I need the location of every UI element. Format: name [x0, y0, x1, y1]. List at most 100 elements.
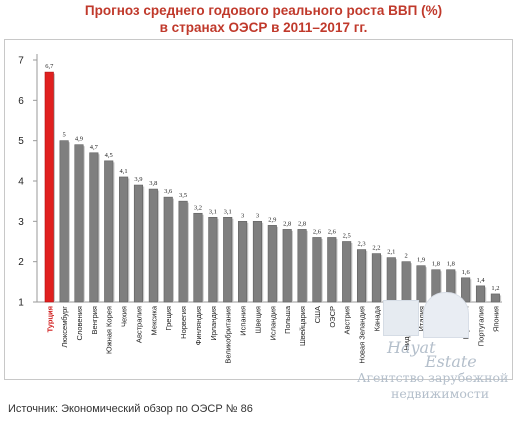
y-tick-label: 7 — [18, 56, 24, 67]
bar-value-label: 2,5 — [343, 233, 351, 240]
bar-value-label: 1,6 — [462, 269, 471, 276]
bar-value-label: 3,1 — [209, 208, 217, 215]
x-category-label: США — [313, 306, 322, 323]
bar-value-label: 2,9 — [268, 216, 276, 223]
bar — [119, 176, 129, 303]
x-category-label: Словения — [75, 306, 84, 341]
bar-value-label: 3,8 — [149, 180, 157, 187]
y-tick-label: 1 — [18, 298, 24, 309]
bar-highlight — [44, 71, 54, 303]
bar-value-label: 3,2 — [194, 204, 202, 211]
bar — [327, 237, 337, 303]
y-tick-label: 3 — [18, 217, 24, 228]
bar-value-label: 2,1 — [387, 249, 395, 256]
chart-title-line-2: в странах ОЭСР в 2011–2017 гг. — [159, 20, 368, 35]
bar — [282, 229, 292, 303]
bar-value-label: 2 — [405, 253, 408, 260]
y-tick-label: 6 — [18, 96, 24, 107]
bar-value-label: 4,5 — [105, 152, 113, 159]
bar — [238, 221, 248, 303]
bar-value-label: 4,9 — [75, 136, 83, 143]
x-category-label: Япония — [491, 306, 500, 332]
x-category-label: Турция — [45, 306, 54, 333]
y-tick-label: 5 — [18, 136, 24, 147]
bar — [475, 285, 486, 303]
bar-value-label: 2,8 — [298, 220, 306, 227]
bar-value-label: 1,2 — [491, 285, 499, 292]
source-note: Источник: Экономический обзор по ОЭСР № … — [8, 403, 253, 415]
chart-title-line-1: Прогноз среднего годового реального рост… — [84, 3, 443, 18]
x-category-label: Испания — [239, 306, 248, 336]
x-category-label: Италия — [417, 306, 426, 332]
x-category-label: Исландия — [268, 306, 277, 340]
bar — [446, 269, 456, 303]
bar — [163, 196, 173, 303]
x-category-label: ОЭСР — [328, 306, 337, 328]
bar — [178, 200, 188, 303]
bar — [74, 144, 84, 303]
bar-value-label: 3 — [256, 212, 259, 219]
bar — [104, 160, 114, 303]
x-category-label: Франция — [447, 306, 456, 337]
x-category-label: Южная Корея — [105, 306, 114, 354]
x-category-label: Мексика — [149, 305, 158, 335]
x-category-label: Финляндия — [194, 306, 203, 345]
x-category-label: Швеция — [253, 306, 262, 334]
bar — [223, 217, 233, 303]
x-category-label: Норвегия — [179, 306, 188, 339]
bar — [371, 253, 381, 303]
chart-title: Прогноз среднего годового реального рост… — [0, 2, 527, 36]
bar-value-label: 6,7 — [45, 63, 54, 70]
x-category-label: Люксембург — [60, 306, 69, 348]
bar-value-label: 3,9 — [134, 176, 142, 183]
bar — [89, 152, 99, 303]
x-category-label: Португалия — [477, 306, 486, 346]
x-category-label: Ирландия — [209, 306, 218, 341]
x-category-label: Польша — [283, 305, 292, 334]
x-category-label: Дания — [387, 306, 396, 328]
watermark-caption-line-2: недвижимости — [391, 386, 490, 401]
y-tick-label: 4 — [18, 177, 24, 188]
bar — [252, 221, 262, 303]
bar-value-label: 3,6 — [164, 188, 173, 195]
x-category-label: Венгрия — [90, 306, 99, 334]
bar-chart: 1 2 3 4 5 6 7 6,7 Турция 5 Люксембург 4,9 Словения 4,… — [18, 54, 502, 364]
x-category-label: Германия — [462, 306, 471, 340]
bar — [416, 265, 426, 303]
bar — [490, 293, 500, 303]
bar-value-label: 1,8 — [447, 261, 455, 268]
bar — [193, 212, 203, 303]
x-category-label: Швейцария — [298, 306, 307, 346]
bar — [148, 188, 158, 303]
bar — [59, 140, 69, 303]
bar-value-label: 5 — [62, 132, 65, 139]
bar — [267, 225, 277, 303]
x-category-label: Нидерланды — [402, 306, 411, 351]
bar — [342, 241, 352, 303]
y-tick-label: 2 — [18, 257, 24, 268]
bar-value-label: 3,5 — [179, 192, 187, 199]
bar — [386, 257, 396, 303]
bar-value-label: 4,7 — [90, 144, 99, 151]
bar — [356, 249, 367, 303]
x-category-label: Греция — [164, 306, 173, 331]
x-category-label: Австрия — [343, 306, 352, 335]
bar — [208, 217, 218, 303]
bar — [133, 184, 144, 303]
x-category-label: Бельгия — [432, 306, 441, 334]
bar-value-label: 1,8 — [432, 261, 440, 268]
bar-value-label: 2,3 — [357, 241, 365, 248]
bar-value-label: 4,1 — [120, 168, 128, 175]
bar-value-label: 2,8 — [283, 220, 291, 227]
bar-value-label: 2,6 — [313, 228, 322, 235]
x-category-label: Новая Зеландия — [358, 306, 367, 364]
bar — [431, 269, 441, 303]
bar — [401, 261, 411, 303]
bar-value-label: 1,9 — [417, 257, 425, 264]
x-category-label: Канада — [372, 305, 381, 331]
bar-value-label: 2,2 — [372, 245, 380, 252]
bar-value-label: 1,4 — [476, 277, 485, 284]
bar-value-label: 3 — [241, 212, 244, 219]
bar-value-label: 2,6 — [328, 228, 337, 235]
bar — [297, 229, 307, 303]
